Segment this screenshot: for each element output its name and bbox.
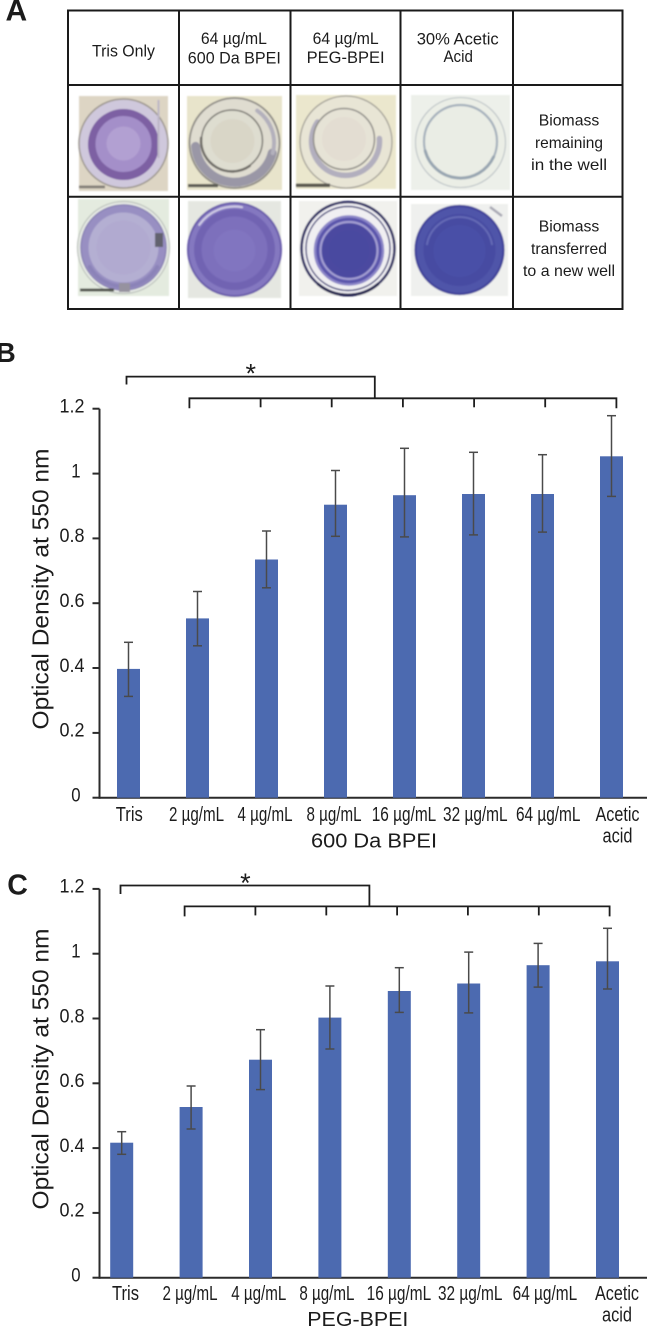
svg-text:Optical Density at 550 nm: Optical Density at 550 nm	[28, 929, 54, 1210]
svg-text:600 Da BPEI: 600 Da BPEI	[188, 48, 281, 67]
svg-text:0: 0	[71, 1266, 80, 1287]
svg-text:2 µg/mL: 2 µg/mL	[163, 1283, 218, 1305]
svg-text:1: 1	[71, 461, 80, 482]
svg-text:0: 0	[71, 786, 80, 807]
svg-text:32 µg/mL: 32 µg/mL	[438, 1283, 503, 1305]
svg-text:0.2: 0.2	[60, 1201, 85, 1222]
svg-text:PEG-BPEI: PEG-BPEI	[307, 48, 385, 67]
svg-text:B: B	[0, 337, 16, 368]
svg-text:64 µg/mL: 64 µg/mL	[516, 804, 581, 826]
svg-text:remaining: remaining	[535, 135, 603, 152]
svg-text:acid: acid	[603, 826, 633, 848]
svg-text:Tris Only: Tris Only	[92, 42, 155, 61]
svg-text:2 µg/mL: 2 µg/mL	[169, 804, 224, 826]
svg-text:Tris: Tris	[112, 1283, 139, 1305]
svg-text:Biomass: Biomass	[539, 113, 600, 130]
svg-text:16 µg/mL: 16 µg/mL	[367, 1283, 432, 1305]
svg-text:1.2: 1.2	[60, 397, 85, 418]
svg-text:*: *	[246, 359, 257, 389]
svg-text:32 µg/mL: 32 µg/mL	[443, 804, 508, 826]
svg-text:0.8: 0.8	[60, 1006, 85, 1027]
svg-text:Biomass: Biomass	[539, 218, 600, 235]
svg-text:16 µg/mL: 16 µg/mL	[372, 804, 437, 826]
svg-text:in the well: in the well	[531, 157, 607, 174]
svg-text:transferred: transferred	[531, 241, 607, 258]
svg-text:1: 1	[71, 942, 80, 963]
svg-text:Tris: Tris	[116, 804, 143, 826]
svg-text:A: A	[6, 0, 28, 28]
svg-text:C: C	[7, 869, 28, 901]
svg-text:0.6: 0.6	[60, 591, 85, 612]
svg-text:Acetic: Acetic	[595, 1283, 639, 1305]
svg-text:acid: acid	[602, 1305, 632, 1327]
svg-text:0.6: 0.6	[60, 1071, 85, 1092]
svg-text:*: *	[240, 868, 251, 898]
svg-text:Acetic: Acetic	[596, 804, 640, 826]
svg-text:4 µg/mL: 4 µg/mL	[231, 1283, 286, 1305]
svg-text:8 µg/mL: 8 µg/mL	[307, 804, 362, 826]
svg-text:0.4: 0.4	[60, 1136, 85, 1157]
svg-text:0.8: 0.8	[60, 526, 85, 547]
svg-text:8 µg/mL: 8 µg/mL	[299, 1283, 354, 1305]
svg-text:Optical Density at 550 nm: Optical Density at 550 nm	[28, 449, 54, 730]
svg-text:600 Da BPEI: 600 Da BPEI	[311, 830, 437, 852]
svg-text:to a new well: to a new well	[523, 263, 615, 280]
svg-text:0.4: 0.4	[60, 656, 85, 677]
svg-text:1.2: 1.2	[60, 877, 85, 898]
svg-text:64 µg/mL: 64 µg/mL	[513, 1283, 578, 1305]
svg-text:PEG-BPEI: PEG-BPEI	[307, 1309, 408, 1327]
svg-text:0.2: 0.2	[60, 721, 85, 742]
svg-text:4 µg/mL: 4 µg/mL	[238, 804, 293, 826]
svg-text:Acid: Acid	[443, 47, 473, 66]
svg-text:30% Acetic: 30% Acetic	[417, 29, 499, 48]
svg-text:64 µg/mL: 64 µg/mL	[201, 29, 267, 48]
svg-text:64 µg/mL: 64 µg/mL	[313, 29, 379, 48]
